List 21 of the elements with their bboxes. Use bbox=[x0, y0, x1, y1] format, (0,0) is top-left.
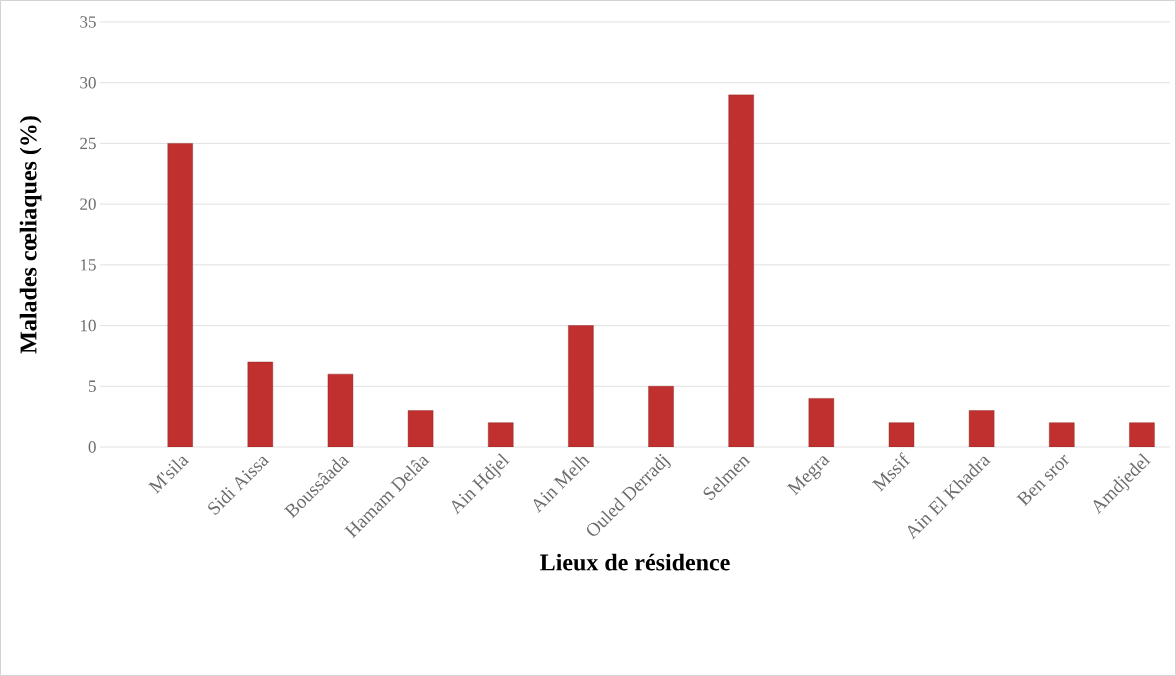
bar bbox=[1129, 422, 1155, 447]
x-tick-label: Ben sror bbox=[1016, 454, 1070, 507]
x-axis-title: Lieux de résidence bbox=[540, 553, 730, 571]
y-tick-label: 25 bbox=[80, 137, 96, 150]
y-axis-title: Malades cœliaques (%) bbox=[19, 116, 42, 354]
y-tick-label: 15 bbox=[80, 259, 96, 271]
y-tick-label: 30 bbox=[80, 76, 96, 89]
bar bbox=[167, 143, 193, 447]
y-tick-label: 10 bbox=[80, 319, 96, 332]
bar bbox=[247, 361, 273, 447]
bar bbox=[488, 422, 514, 447]
y-tick-label: 5 bbox=[88, 380, 96, 392]
bar bbox=[808, 398, 835, 447]
y-tick-label: 35 bbox=[80, 16, 96, 28]
y-tick-label: 0 bbox=[88, 441, 96, 453]
bar bbox=[648, 386, 674, 447]
y-tick-label: 20 bbox=[80, 198, 96, 210]
bar bbox=[327, 373, 354, 447]
bar bbox=[728, 94, 754, 447]
bar bbox=[568, 325, 594, 447]
bar bbox=[1049, 422, 1075, 447]
